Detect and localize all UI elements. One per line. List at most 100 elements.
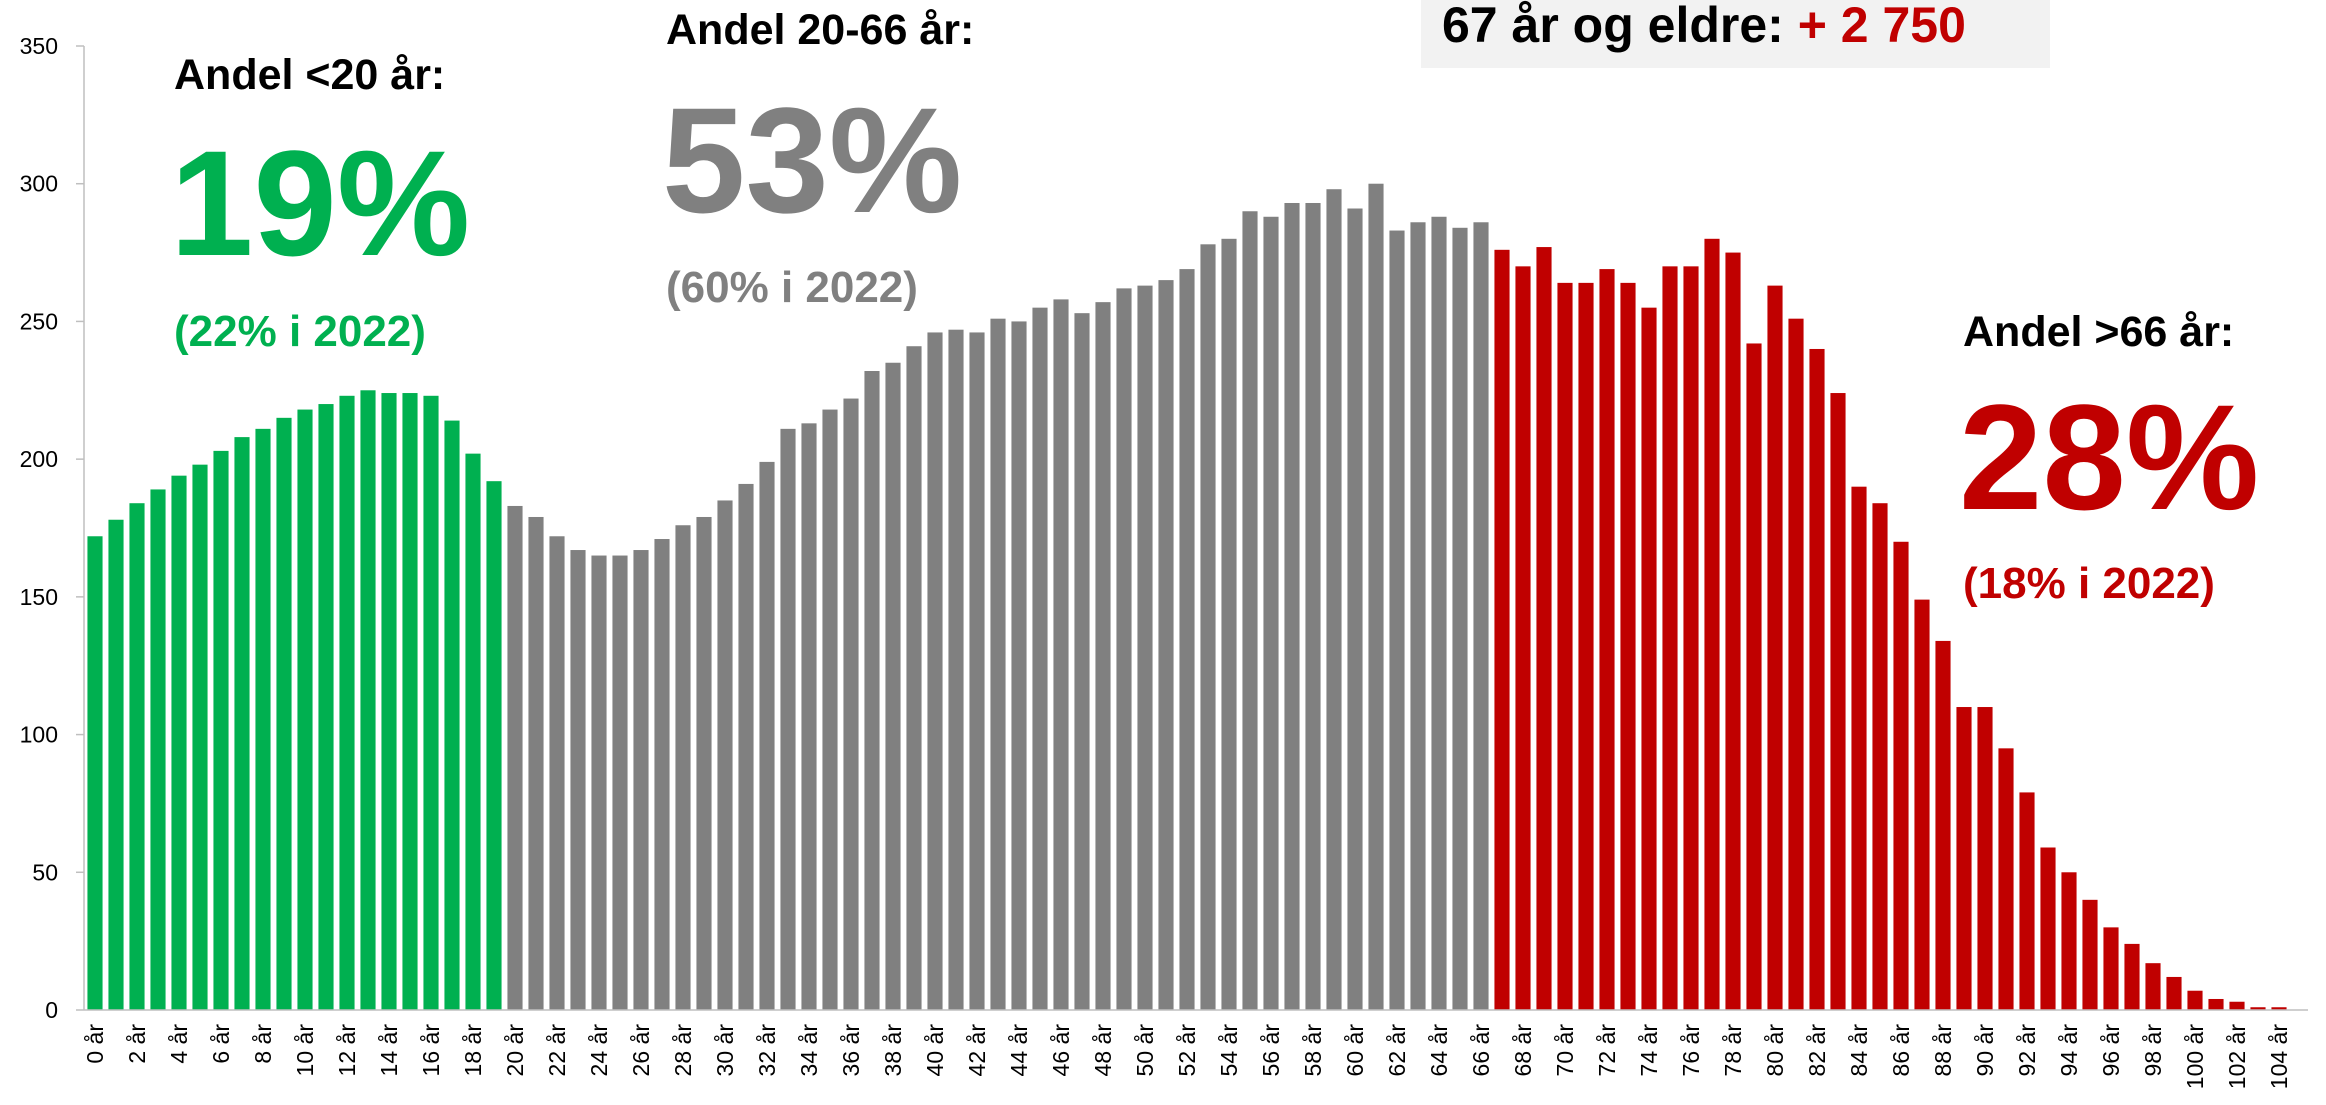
bar (2145, 963, 2161, 1010)
bar (1284, 202, 1300, 1011)
x-tick-label: 76 år (1678, 1024, 1704, 1077)
y-tick-label: 200 (20, 446, 58, 472)
box-text: 67 år og eldre: + 2 750 (1442, 0, 1966, 53)
bar (213, 450, 229, 1010)
x-tick-label: 44 år (1006, 1024, 1032, 1077)
bar (1515, 266, 1531, 1010)
bar (1977, 707, 1993, 1010)
x-tick-label: 62 år (1384, 1024, 1410, 1077)
x-tick-label: 96 år (2098, 1024, 2124, 1077)
x-tick-label: 54 år (1216, 1024, 1242, 1077)
x-tick-label: 92 år (2014, 1024, 2040, 1077)
bar (969, 332, 985, 1011)
bar (1242, 211, 1258, 1010)
x-tick-label: 98 år (2140, 1024, 2166, 1077)
y-tick-label: 50 (32, 859, 58, 885)
bar (87, 536, 103, 1010)
bar (1200, 244, 1216, 1010)
bar (1032, 307, 1048, 1011)
bar (465, 453, 481, 1010)
bar (1011, 321, 1027, 1010)
bar (2061, 872, 2077, 1010)
bar (2229, 1001, 2245, 1010)
bar (927, 332, 943, 1011)
bar (1767, 285, 1783, 1010)
bar (108, 519, 124, 1010)
x-tick-label: 104 år (2266, 1024, 2292, 1090)
bar (1893, 541, 1909, 1010)
x-tick-label: 20 år (502, 1024, 528, 1077)
x-tick-label: 82 år (1804, 1024, 1830, 1077)
bar (717, 500, 733, 1010)
bar (1326, 189, 1342, 1011)
bar (1578, 282, 1594, 1011)
bar (696, 516, 712, 1010)
x-tick-label: 60 år (1342, 1024, 1368, 1077)
x-tick-label: 50 år (1132, 1024, 1158, 1077)
x-tick-label: 94 år (2056, 1024, 2082, 1077)
bar (801, 423, 817, 1010)
bar (234, 437, 250, 1010)
bar (633, 550, 649, 1010)
bar (864, 371, 880, 1010)
old-share: 28% (1959, 373, 2259, 541)
bar (1494, 249, 1510, 1010)
bar (1872, 503, 1888, 1010)
bar (2124, 943, 2140, 1010)
x-tick-label: 80 år (1762, 1024, 1788, 1077)
x-tick-label: 70 år (1552, 1024, 1578, 1077)
young-label: Andel <20 år: (174, 51, 445, 99)
bar (1074, 313, 1090, 1010)
bar (402, 393, 418, 1010)
bar (2019, 792, 2035, 1010)
x-tick-label: 72 år (1594, 1024, 1620, 1077)
bar (738, 483, 754, 1011)
x-tick-label: 48 år (1090, 1024, 1116, 1077)
bar (2103, 927, 2119, 1010)
x-tick-label: 26 år (628, 1024, 654, 1077)
x-tick-label: 86 år (1888, 1024, 1914, 1077)
bar (1809, 348, 1825, 1010)
x-tick-label: 40 år (922, 1024, 948, 1077)
x-tick-label: 4 år (166, 1024, 192, 1064)
bar (1746, 343, 1762, 1010)
bar (2208, 998, 2224, 1010)
bar (192, 464, 208, 1010)
y-tick-label: 350 (20, 33, 58, 59)
x-tick-label: 78 år (1720, 1024, 1746, 1077)
bar (1725, 252, 1741, 1011)
x-tick-label: 32 år (754, 1024, 780, 1077)
bar (1473, 222, 1489, 1010)
x-tick-label: 6 år (208, 1024, 234, 1064)
bar (591, 555, 607, 1010)
bar (2082, 899, 2098, 1010)
bar (990, 318, 1006, 1010)
box-value: + 2 750 (1798, 0, 1966, 53)
bar (1914, 599, 1930, 1010)
bar (528, 516, 544, 1010)
bar (2166, 976, 2182, 1010)
x-tick-label: 88 år (1930, 1024, 1956, 1077)
bar (507, 505, 523, 1010)
bar (1788, 318, 1804, 1010)
old-previous: (18% i 2022) (1963, 559, 2215, 608)
bar (171, 475, 187, 1010)
highlight-box (1421, 0, 2050, 68)
bar (654, 539, 670, 1010)
bar (2250, 1007, 2266, 1010)
x-tick-label: 100 år (2182, 1024, 2208, 1090)
bar (780, 428, 796, 1010)
bar (2271, 1007, 2287, 1010)
x-tick-label: 34 år (796, 1024, 822, 1077)
bar (1662, 266, 1678, 1010)
working-share: 53% (662, 76, 962, 244)
bar (1368, 183, 1384, 1010)
bar (423, 395, 439, 1010)
bar (150, 489, 166, 1010)
x-tick-label: 66 år (1468, 1024, 1494, 1077)
bar (486, 481, 502, 1011)
x-tick-label: 52 år (1174, 1024, 1200, 1077)
x-tick-label: 14 år (376, 1024, 402, 1077)
x-tick-label: 12 år (334, 1024, 360, 1077)
y-tick-label: 150 (20, 584, 58, 610)
